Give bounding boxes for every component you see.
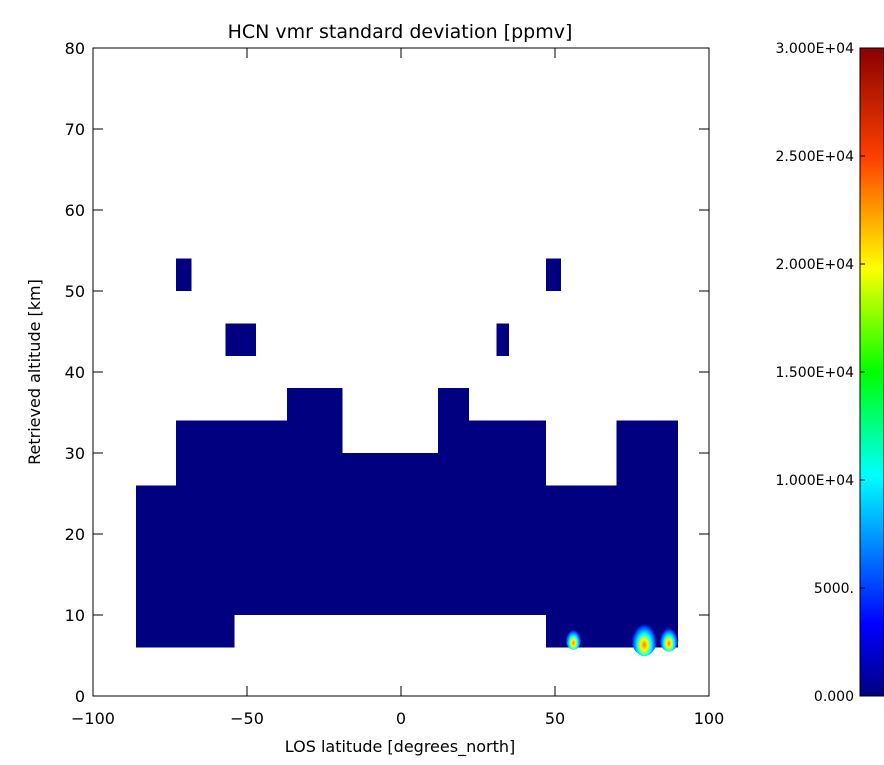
- y-tick-label: 60: [65, 201, 85, 220]
- colorbar-tick-label: 2.000E+04: [776, 257, 855, 273]
- y-tick-label: 40: [65, 363, 85, 382]
- heatmap-cell: [437, 420, 546, 453]
- heatmap-cell: [234, 420, 343, 453]
- heatmap-cell: [136, 615, 235, 648]
- heatmap-cell: [545, 258, 562, 291]
- y-tick-label: 80: [65, 39, 85, 58]
- y-tick-label: 20: [65, 525, 85, 544]
- heatmap-cell: [342, 453, 438, 486]
- heatmap-cell: [287, 388, 343, 421]
- y-tick-label: 0: [75, 687, 85, 706]
- x-tick-label: −50: [230, 709, 264, 728]
- y-tick-label: 50: [65, 282, 85, 301]
- x-tick-label: 0: [396, 709, 406, 728]
- colorbar-tick-label: 1.500E+04: [776, 365, 855, 381]
- heatmap-cell: [225, 323, 257, 356]
- colorbar-ticks: 0.000 5000. 1.000E+04 1.500E+04 2.000E+04 2.5…: [776, 41, 865, 705]
- chart-title: HCN vmr standard deviation [ppmv]: [228, 21, 573, 43]
- x-tick-label: −100: [71, 709, 115, 728]
- y-tick-label: 30: [65, 444, 85, 463]
- colorbar-tick-label: 0.000: [814, 689, 854, 705]
- y-axis-ticks: 0 10 20 30 40 50 60 70 80: [65, 39, 709, 706]
- heatmap-cell: [616, 420, 679, 486]
- heatmap-cell: [176, 258, 192, 291]
- colorbar-tick-label: 2.500E+04: [776, 149, 855, 165]
- heatmap-cell: [437, 388, 469, 421]
- heatmap-cell: [496, 323, 509, 356]
- x-axis-label: LOS latitude [degrees_north]: [285, 737, 515, 757]
- heatmap-cells: [136, 258, 679, 648]
- heatmap-peak: [630, 611, 659, 657]
- heatmap-peaks: [564, 611, 680, 657]
- heatmap-cell: [136, 485, 679, 615]
- y-tick-label: 10: [65, 606, 85, 625]
- x-tick-label: 50: [545, 709, 565, 728]
- colorbar-tick-label: 5000.: [814, 581, 854, 597]
- heatmap-peak: [564, 621, 583, 650]
- heatmap-cell: [176, 420, 235, 453]
- heatmap-peak: [658, 618, 680, 652]
- colorbar-tick-label: 3.000E+04: [776, 41, 855, 57]
- colorbar-tick-label: 1.000E+04: [776, 473, 855, 489]
- y-axis-label: Retrieved altitude [km]: [25, 279, 44, 465]
- y-tick-label: 70: [65, 120, 85, 139]
- x-axis-ticks: −100 −50 0 50 100: [71, 48, 724, 728]
- x-tick-label: 100: [694, 709, 725, 728]
